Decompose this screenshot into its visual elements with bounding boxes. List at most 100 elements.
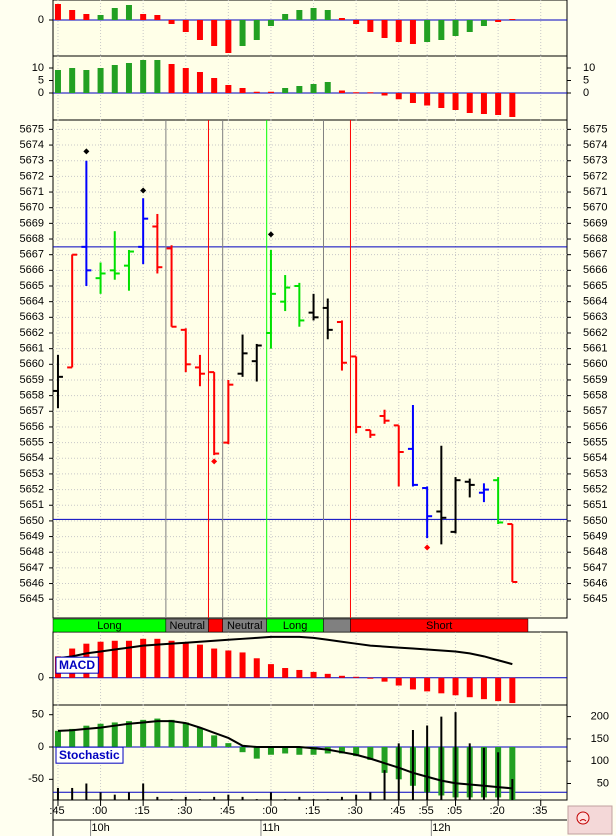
y-tick-label: 5666 — [583, 264, 607, 276]
bar — [211, 20, 218, 46]
bar — [395, 93, 402, 100]
y-tick-label: 5663 — [583, 311, 607, 323]
bar — [154, 718, 161, 748]
bar — [367, 747, 374, 760]
y-tick-label: 5668 — [20, 233, 44, 245]
bar — [211, 648, 218, 678]
bar — [140, 638, 147, 678]
y-tick-label: 5661 — [20, 343, 44, 355]
y-tick-label: 5 — [583, 74, 589, 86]
y-tick-label: 5667 — [20, 249, 44, 261]
x-tick-label: :55 — [418, 805, 433, 817]
regime-label: Long — [97, 620, 121, 632]
bar — [69, 10, 76, 20]
bar — [111, 65, 118, 93]
y-tick-label: 5675 — [20, 123, 44, 135]
x-tick-label: :30 — [177, 805, 192, 817]
x-tick-label: :15 — [135, 805, 150, 817]
bar — [239, 20, 246, 46]
regime-label: Neutral — [227, 620, 262, 632]
pane — [52, 119, 568, 619]
bar — [466, 93, 473, 113]
y-tick-label: 5671 — [583, 186, 607, 198]
bar — [353, 20, 360, 24]
y-tick-label: 10 — [583, 62, 595, 74]
bar — [125, 640, 132, 678]
bar — [54, 730, 61, 748]
status-box[interactable] — [567, 805, 613, 835]
bar — [409, 677, 416, 690]
hour-label: 11h — [262, 822, 280, 834]
bar — [83, 70, 90, 93]
y-tick-label: 5666 — [20, 264, 44, 276]
regime — [323, 618, 351, 633]
y-tick-label: 5649 — [583, 530, 607, 542]
y-tick-label: 5652 — [583, 483, 607, 495]
y-tick-label: 5647 — [20, 562, 44, 574]
y-tick-label: 0 — [38, 87, 44, 99]
y-tick-label: 5664 — [583, 296, 607, 308]
bar — [267, 20, 274, 26]
regime-label: Short — [426, 620, 452, 632]
signal-marker — [424, 544, 431, 551]
y-tick-label: 5662 — [20, 327, 44, 339]
y2-tick-label: 200 — [591, 711, 609, 723]
y-tick-label: 5645 — [20, 593, 44, 605]
y-tick-label: 5654 — [583, 452, 607, 464]
y-tick-label: 0 — [583, 87, 589, 99]
x-tick-label: :05 — [447, 805, 462, 817]
regime-label: Long — [283, 620, 307, 632]
y-tick-label: 5670 — [20, 202, 44, 214]
y-tick-label: 5656 — [583, 421, 607, 433]
x-tick-label: :45 — [390, 805, 405, 817]
bar — [424, 677, 431, 692]
bar — [509, 19, 516, 20]
bar — [395, 677, 402, 686]
y-tick-label: 5653 — [583, 468, 607, 480]
bar — [466, 20, 473, 32]
bar — [97, 641, 104, 678]
bar — [282, 747, 289, 754]
bar — [225, 650, 232, 678]
y-tick-label: 5651 — [583, 499, 607, 511]
y-tick-label: 5662 — [583, 327, 607, 339]
signal-marker — [211, 458, 218, 465]
bar — [239, 652, 246, 678]
y-tick-label: 5665 — [583, 280, 607, 292]
y-tick-label: -50 — [28, 773, 44, 785]
bar — [54, 4, 61, 20]
y-tick-label: 5664 — [20, 296, 44, 308]
bar — [125, 63, 132, 93]
y-tick-label: 5656 — [20, 421, 44, 433]
y-tick-label: 5670 — [583, 202, 607, 214]
y-tick-label: 5675 — [583, 123, 607, 135]
y-tick-label: 5672 — [20, 170, 44, 182]
bar — [239, 747, 246, 753]
bar — [452, 677, 459, 696]
bar — [225, 85, 232, 93]
x-tick-label: :00 — [262, 805, 277, 817]
signal-marker — [83, 148, 90, 155]
bar — [310, 8, 317, 20]
bar — [424, 20, 431, 42]
bar — [324, 10, 331, 20]
y-tick-label: 5650 — [583, 515, 607, 527]
bar — [182, 68, 189, 93]
bar — [140, 60, 147, 93]
bar — [168, 719, 175, 748]
y-tick-label: 5649 — [20, 530, 44, 542]
bar — [495, 677, 502, 702]
bar — [509, 747, 516, 800]
bar — [253, 658, 260, 678]
bar — [225, 743, 232, 748]
bar — [182, 642, 189, 678]
bar — [168, 64, 175, 93]
bar — [381, 747, 388, 773]
bar — [154, 15, 161, 20]
bar — [324, 673, 331, 678]
signal-marker — [140, 187, 147, 194]
y-tick-label: 0 — [38, 741, 44, 753]
bar — [125, 721, 132, 748]
